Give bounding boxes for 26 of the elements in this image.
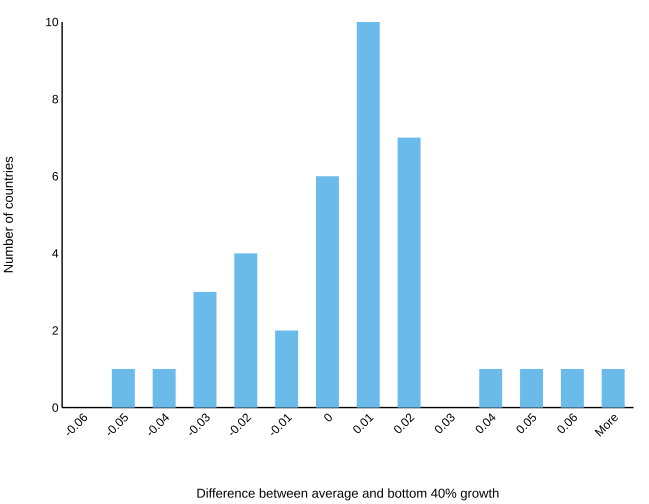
x-tick-label: 0.03 xyxy=(434,414,455,434)
bar xyxy=(520,369,544,408)
x-tick-label: 0.01 xyxy=(353,414,374,434)
bar xyxy=(316,176,339,408)
bar xyxy=(356,22,380,408)
bar xyxy=(275,330,298,408)
bar xyxy=(234,254,258,408)
x-axis-title: Difference between average and bottom 40% growth xyxy=(197,488,498,501)
bar xyxy=(560,369,584,408)
y-tick-label: 2 xyxy=(52,326,58,335)
bar xyxy=(194,292,216,408)
bar xyxy=(112,369,135,408)
x-tick-label: 0.06 xyxy=(557,414,577,434)
y-tick-label: 4 xyxy=(52,249,58,258)
bar xyxy=(602,369,625,408)
y-tick-label: 0 xyxy=(52,404,58,412)
bar xyxy=(152,369,176,408)
bar xyxy=(398,138,421,408)
x-tick-label: 0.04 xyxy=(476,413,496,434)
y-axis-title: Number of countries xyxy=(3,156,13,272)
y-tick-label: 8 xyxy=(52,95,58,104)
y-tick-label: 10 xyxy=(46,18,58,26)
x-tick-label: 0.02 xyxy=(394,414,415,434)
x-tick-label: 0 xyxy=(324,414,332,422)
bar xyxy=(479,369,502,408)
y-tick-label: 6 xyxy=(52,172,58,181)
